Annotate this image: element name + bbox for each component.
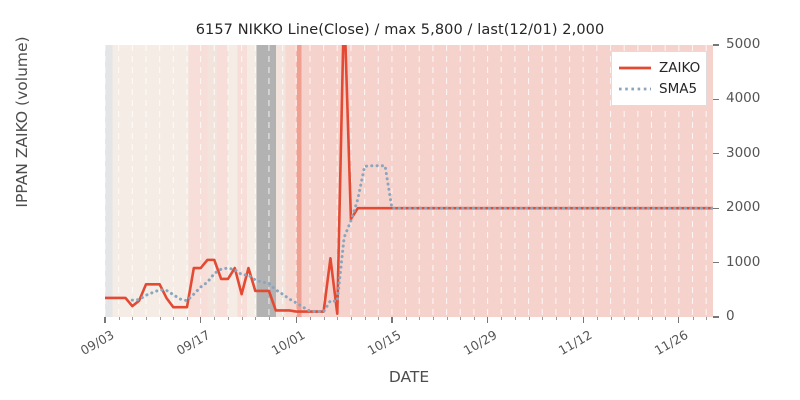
x-tick-minor xyxy=(624,317,626,321)
y-axis-label: IPPAN ZAIKO (volume) xyxy=(13,36,31,208)
x-tick-minor xyxy=(596,317,598,321)
x-tick-minor xyxy=(255,317,257,321)
x-tick-minor xyxy=(378,317,380,321)
y-tick-mark xyxy=(713,261,719,264)
x-tick-minor xyxy=(145,317,147,321)
x-tick-minor xyxy=(405,317,407,321)
x-tick-minor xyxy=(173,317,175,321)
x-tick-minor xyxy=(118,317,120,321)
x-tick-minor xyxy=(186,317,188,321)
x-tick-minor xyxy=(323,317,325,321)
y-tick-label: 3000 xyxy=(726,144,761,161)
x-tick-minor xyxy=(364,317,366,321)
x-tick-minor xyxy=(241,317,243,321)
y-tick-mark xyxy=(713,98,719,101)
y-tick-mark xyxy=(713,316,719,318)
y-tick-mark xyxy=(713,44,719,46)
x-tick-minor xyxy=(514,317,516,321)
y-tick-mark xyxy=(713,153,719,155)
x-tick-minor xyxy=(528,317,530,321)
y-tick-label: 1000 xyxy=(726,253,761,270)
legend-item-sma5[interactable]: SMA5 xyxy=(618,78,700,99)
x-tick-minor xyxy=(282,317,284,321)
legend-swatch-sma5 xyxy=(619,87,651,90)
x-tick-minor xyxy=(419,317,421,321)
data-series xyxy=(105,45,713,316)
x-tick-label: 09/03 xyxy=(77,327,117,359)
x-tick-minor xyxy=(637,317,639,321)
x-tick-minor xyxy=(651,317,653,321)
legend-label-sma5: SMA5 xyxy=(659,80,698,97)
chart-legend[interactable]: ZAIKO SMA5 xyxy=(611,51,707,106)
x-tick-minor xyxy=(337,317,339,321)
x-tick-minor xyxy=(610,317,612,321)
chart-title: 6157 NIKKO Line(Close) / max 5,800 / las… xyxy=(195,22,605,38)
x-tick-major xyxy=(582,317,584,323)
x-tick-minor xyxy=(432,317,434,321)
y-tick-label: 5000 xyxy=(726,36,761,52)
x-tick-major xyxy=(391,317,393,323)
x-tick-major xyxy=(199,317,202,323)
x-tick-minor xyxy=(446,317,448,321)
x-tick-minor xyxy=(542,317,544,321)
y-tick-label: 2000 xyxy=(726,199,761,216)
x-tick-major xyxy=(678,317,680,323)
x-tick-minor xyxy=(473,317,475,321)
x-tick-minor xyxy=(501,317,503,321)
x-tick-minor xyxy=(227,317,229,321)
x-tick-major xyxy=(486,317,489,323)
x-tick-minor xyxy=(159,317,161,321)
x-tick-minor xyxy=(460,317,462,321)
legend-swatch-zaiko xyxy=(619,66,651,69)
x-tick-major xyxy=(295,317,297,323)
y-tick-label: 0 xyxy=(726,308,735,324)
y-tick-label: 4000 xyxy=(726,90,761,107)
x-tick-minor xyxy=(692,317,694,321)
x-tick-minor xyxy=(569,317,571,321)
x-tick-minor xyxy=(268,317,270,321)
x-axis-label: DATE xyxy=(388,368,430,386)
x-tick-major xyxy=(104,317,106,323)
x-tick-minor xyxy=(665,317,667,321)
x-tick-minor xyxy=(309,317,311,321)
x-tick-minor xyxy=(555,317,557,321)
x-tick-minor xyxy=(132,317,134,321)
y-tick-mark xyxy=(713,207,719,209)
legend-label-zaiko: ZAIKO xyxy=(659,59,701,76)
x-tick-minor xyxy=(706,317,708,321)
x-tick-minor xyxy=(214,317,216,321)
legend-item-zaiko[interactable]: ZAIKO xyxy=(618,57,700,78)
x-tick-minor xyxy=(350,317,352,321)
